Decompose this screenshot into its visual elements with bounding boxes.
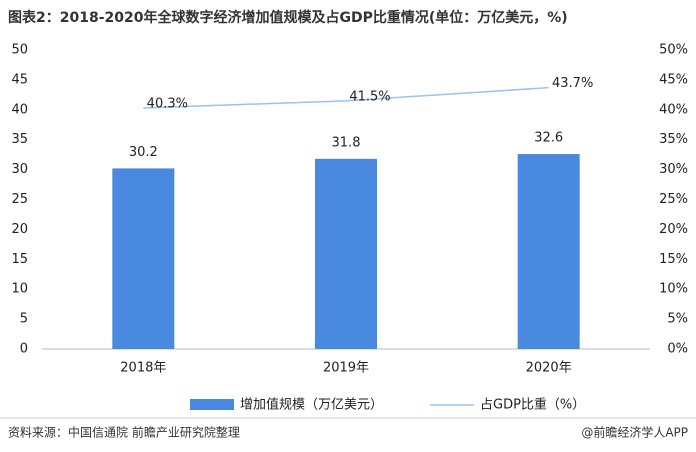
y-tick-label: 35 xyxy=(11,132,28,147)
y2-tick-label: 20% xyxy=(659,222,688,237)
y-tick-label: 25 xyxy=(11,192,28,207)
line-label: 43.7% xyxy=(552,76,593,91)
line-label: 41.5% xyxy=(349,89,390,104)
bar xyxy=(112,168,175,349)
legend-label: 占GDP比重（%） xyxy=(480,397,585,413)
x-tick-label: 2018年 xyxy=(120,361,166,376)
y-tick-label: 45 xyxy=(11,72,28,87)
bar-label: 30.2 xyxy=(129,145,158,160)
y-tick-label: 40 xyxy=(11,102,28,117)
y2-tick-label: 15% xyxy=(659,252,688,267)
legend-swatch xyxy=(190,399,234,410)
y2-tick-label: 5% xyxy=(667,312,688,327)
bar xyxy=(517,154,580,349)
y-tick-label: 15 xyxy=(11,252,28,267)
credit: @前瞻经济学人APP xyxy=(581,425,688,440)
y-tick-label: 0 xyxy=(20,342,28,357)
source: 资料来源：中国信通院 前瞻产业研究院整理 xyxy=(8,425,240,440)
y-tick-label: 30 xyxy=(11,162,28,177)
y-tick-label: 5 xyxy=(20,312,28,327)
y2-tick-label: 30% xyxy=(659,162,688,177)
y2-tick-label: 0% xyxy=(667,342,688,357)
bar-label: 32.6 xyxy=(534,131,563,146)
y-tick-label: 10 xyxy=(11,282,28,297)
chart-title: 图表2：2018-2020年全球数字经济增加值规模及占GDP比重情况(单位：万亿… xyxy=(8,9,568,26)
y2-tick-label: 25% xyxy=(659,192,688,207)
y-tick-label: 20 xyxy=(11,222,28,237)
bar-label: 31.8 xyxy=(332,135,361,150)
x-tick-label: 2019年 xyxy=(323,361,369,376)
y-tick-label: 50 xyxy=(11,43,28,58)
x-tick-label: 2020年 xyxy=(526,361,572,376)
y2-tick-label: 10% xyxy=(659,282,688,297)
line xyxy=(143,86,549,109)
y2-tick-label: 45% xyxy=(659,72,688,87)
y2-tick-label: 35% xyxy=(659,132,688,147)
y2-tick-label: 40% xyxy=(659,102,688,117)
line-label: 40.3% xyxy=(147,97,188,112)
y2-tick-label: 50% xyxy=(659,43,688,58)
bar xyxy=(315,158,377,349)
legend-label: 增加值规模（万亿美元） xyxy=(240,397,383,413)
